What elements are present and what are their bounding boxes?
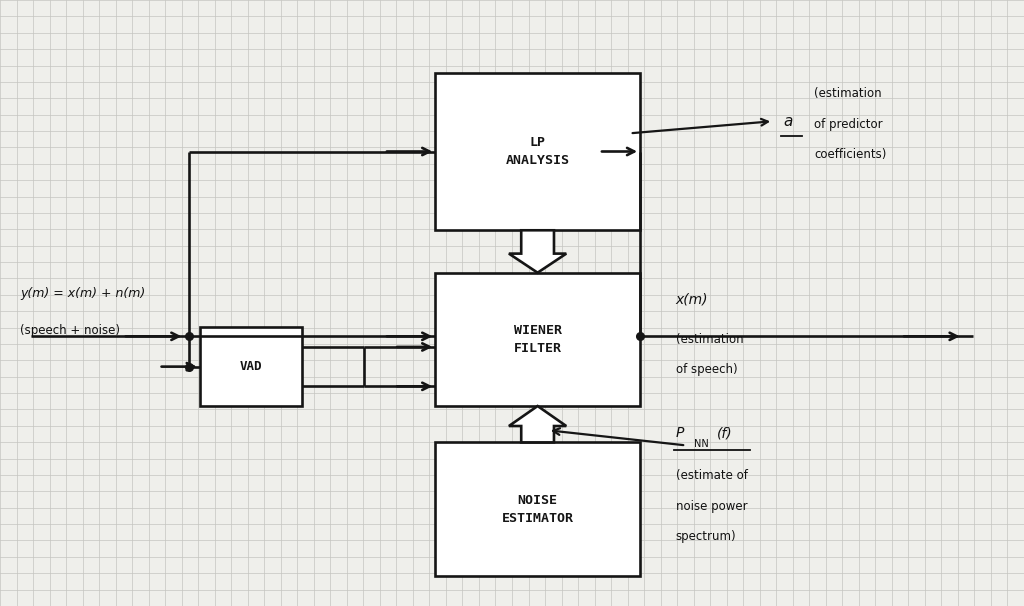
Text: (estimate of: (estimate of — [676, 469, 748, 482]
Text: WIENER
FILTER: WIENER FILTER — [514, 324, 561, 355]
Polygon shape — [509, 406, 566, 442]
Text: of speech): of speech) — [676, 363, 737, 376]
Text: coefficients): coefficients) — [814, 148, 887, 161]
Text: a: a — [783, 114, 793, 128]
Text: (speech + noise): (speech + noise) — [20, 324, 121, 337]
Bar — [435, 273, 640, 406]
Text: NN: NN — [694, 439, 709, 449]
Text: (f): (f) — [717, 426, 732, 441]
Text: NOISE
ESTIMATOR: NOISE ESTIMATOR — [502, 493, 573, 525]
Text: LP
ANALYSIS: LP ANALYSIS — [506, 136, 569, 167]
Bar — [435, 442, 640, 576]
Text: VAD: VAD — [240, 360, 262, 373]
Polygon shape — [509, 230, 566, 273]
Text: noise power: noise power — [676, 499, 748, 513]
Bar — [435, 73, 640, 230]
Text: (estimation: (estimation — [814, 87, 882, 101]
Text: P: P — [676, 426, 684, 441]
Bar — [200, 327, 302, 406]
Text: x(m): x(m) — [676, 293, 709, 307]
Text: of predictor: of predictor — [814, 118, 883, 131]
Text: y(m) = x(m) + n(m): y(m) = x(m) + n(m) — [20, 287, 145, 301]
Text: (estimation: (estimation — [676, 333, 743, 346]
Text: spectrum): spectrum) — [676, 530, 736, 543]
